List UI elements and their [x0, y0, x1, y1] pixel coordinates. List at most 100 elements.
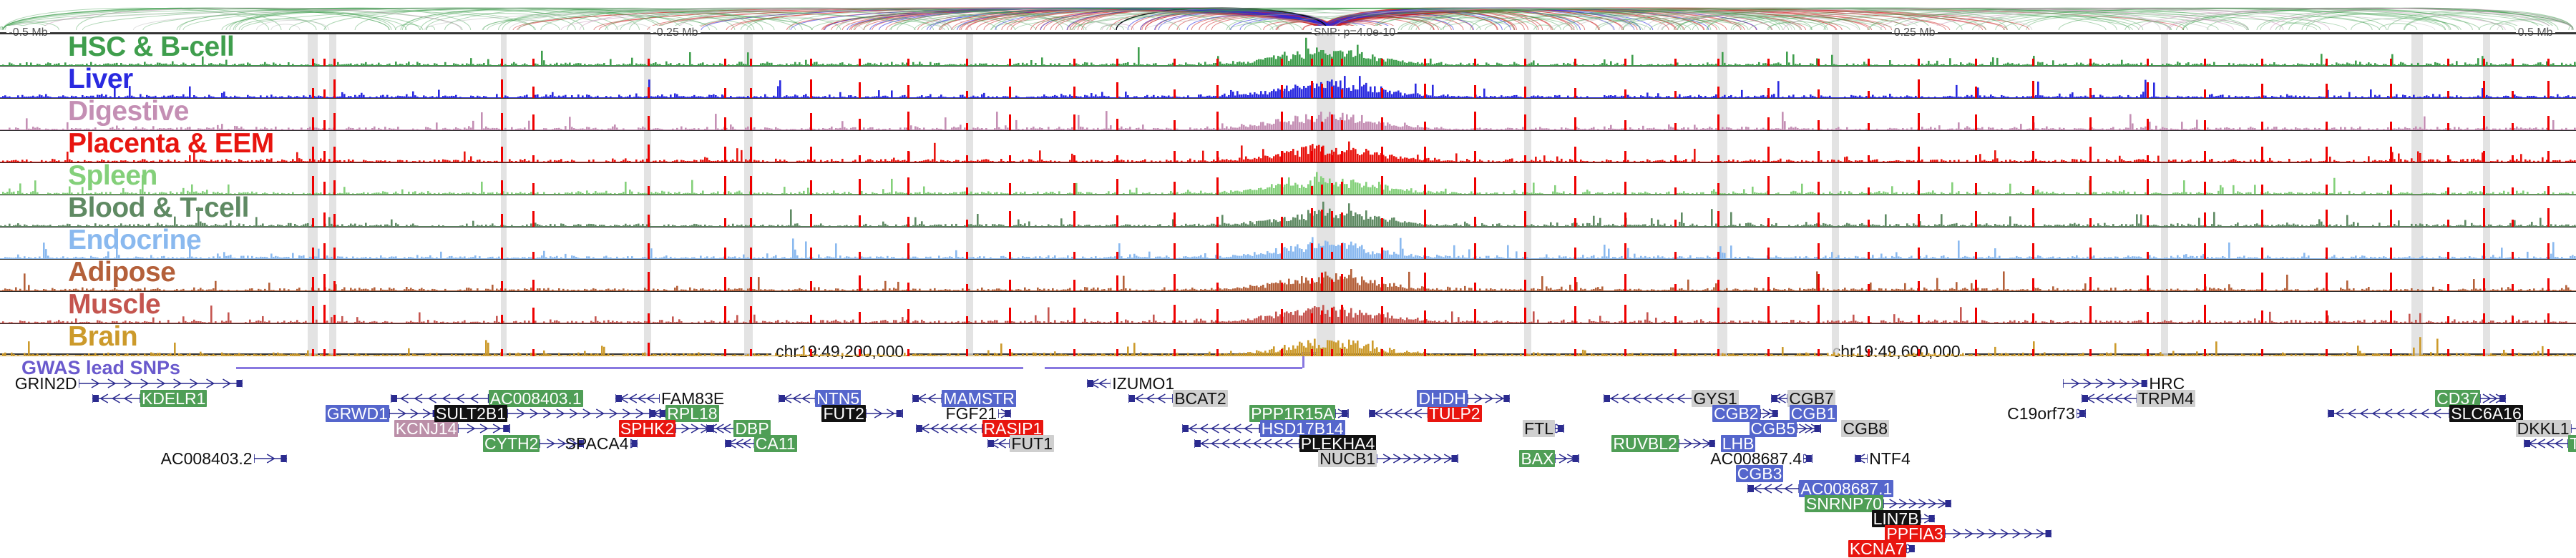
snp-tick[interactable] — [2204, 151, 2206, 162]
gene-label[interactable]: NUCB1 — [1318, 450, 1377, 467]
snp-tick[interactable] — [1624, 212, 1626, 227]
snp-tick[interactable] — [648, 186, 650, 195]
snp-tick[interactable] — [1381, 176, 1383, 195]
snp-tick[interactable] — [532, 59, 535, 66]
snp-tick[interactable] — [1216, 283, 1219, 291]
snp-tick[interactable] — [648, 87, 650, 98]
snp-tick[interactable] — [1624, 274, 1626, 291]
snp-tick[interactable] — [1174, 212, 1176, 227]
snp-tick[interactable] — [312, 147, 314, 162]
snp-tick[interactable] — [1767, 147, 1770, 162]
gene-label[interactable]: CGB5 — [1750, 420, 1797, 437]
gene-label[interactable]: DHDH — [1417, 390, 1467, 407]
snp-tick[interactable] — [1331, 280, 1333, 291]
snp-tick[interactable] — [1116, 155, 1118, 162]
snp-tick[interactable] — [1524, 114, 1526, 130]
snp-tick[interactable] — [2547, 313, 2550, 323]
gene-model[interactable]: FTL — [1523, 420, 1564, 437]
snp-tick[interactable] — [1116, 119, 1118, 130]
snp-tick[interactable] — [2147, 155, 2149, 162]
snp-tick[interactable] — [1341, 59, 1343, 66]
snp-tick[interactable] — [2447, 252, 2449, 259]
snp-tick[interactable] — [323, 151, 326, 162]
snp-tick[interactable] — [2390, 210, 2392, 227]
snp-tick[interactable] — [1574, 117, 1576, 130]
snp-tick[interactable] — [2204, 59, 2206, 66]
snp-tick[interactable] — [2261, 122, 2263, 130]
snp-tick[interactable] — [750, 306, 752, 323]
snp-tick[interactable] — [2326, 84, 2328, 98]
snp-tick[interactable] — [1311, 243, 1313, 259]
snp-tick[interactable] — [859, 252, 861, 259]
snp-tick[interactable] — [1474, 177, 1476, 195]
snp-tick[interactable] — [1524, 280, 1526, 291]
snp-tick[interactable] — [648, 243, 650, 259]
snp-tick[interactable] — [1574, 248, 1576, 259]
snp-tick[interactable] — [1524, 349, 1526, 356]
snp-tick[interactable] — [2483, 208, 2485, 227]
snp-tick[interactable] — [1524, 87, 1526, 98]
snp-tick[interactable] — [859, 215, 861, 227]
snp-tick[interactable] — [2390, 248, 2392, 259]
snp-tick[interactable] — [810, 180, 812, 195]
snp-tick[interactable] — [323, 305, 326, 323]
snp-tick[interactable] — [2147, 119, 2149, 130]
snp-tick[interactable] — [2447, 187, 2449, 195]
gene-label[interactable]: SLC6A16 — [2449, 405, 2522, 422]
snp-tick[interactable] — [2147, 179, 2149, 195]
snp-tick[interactable] — [1918, 315, 1920, 323]
gene-label[interactable]: CYTH2 — [483, 435, 540, 452]
snp-tick[interactable] — [1174, 243, 1176, 259]
snp-tick[interactable] — [1424, 147, 1426, 162]
snp-tick[interactable] — [1116, 215, 1118, 227]
gene-model[interactable]: BAX — [1519, 450, 1579, 467]
snp-tick[interactable] — [1216, 243, 1219, 259]
snp-tick[interactable] — [2512, 123, 2514, 130]
signal-track[interactable]: Liver — [0, 67, 2576, 99]
snp-tick[interactable] — [1073, 280, 1075, 291]
snp-tick[interactable] — [1424, 248, 1426, 259]
snp-tick[interactable] — [2147, 82, 2149, 98]
snp-tick[interactable] — [2204, 274, 2206, 291]
snp-tick[interactable] — [312, 349, 314, 356]
snp-tick[interactable] — [1717, 59, 1719, 66]
snp-tick[interactable] — [1717, 252, 1719, 259]
snp-tick[interactable] — [1321, 349, 1323, 356]
snp-tick[interactable] — [1311, 59, 1313, 66]
snp-tick[interactable] — [1116, 252, 1118, 259]
snp-tick[interactable] — [1424, 122, 1426, 130]
snp-tick[interactable] — [1868, 220, 1870, 227]
snp-tick[interactable] — [1009, 308, 1011, 323]
snp-tick[interactable] — [1341, 89, 1343, 98]
gene-label[interactable]: SPACA4 — [564, 435, 630, 452]
snp-tick[interactable] — [1321, 210, 1323, 227]
snp-tick[interactable] — [2447, 220, 2449, 227]
snp-tick[interactable] — [1009, 183, 1011, 195]
snp-tick[interactable] — [1281, 217, 1283, 227]
snp-tick[interactable] — [2390, 349, 2392, 356]
snp-tick[interactable] — [1381, 59, 1383, 66]
snp-tick[interactable] — [1073, 211, 1075, 227]
snp-tick[interactable] — [2447, 284, 2449, 291]
gene-model[interactable]: NTF4 — [1855, 450, 1912, 467]
snp-tick[interactable] — [724, 306, 726, 323]
snp-tick[interactable] — [1818, 349, 1820, 356]
snp-tick[interactable] — [1717, 155, 1719, 162]
snp-tick[interactable] — [1174, 182, 1176, 195]
snp-tick[interactable] — [1474, 243, 1476, 259]
snp-tick[interactable] — [501, 349, 503, 356]
snp-tick[interactable] — [1624, 120, 1626, 130]
snp-tick[interactable] — [2512, 155, 2514, 162]
snp-tick[interactable] — [966, 155, 968, 162]
snp-tick[interactable] — [750, 248, 752, 259]
snp-tick[interactable] — [2326, 273, 2328, 291]
gene-model[interactable]: C19orf73 — [2006, 405, 2086, 422]
snp-tick[interactable] — [1767, 248, 1770, 259]
snp-tick[interactable] — [2512, 59, 2514, 66]
snp-tick[interactable] — [1818, 182, 1820, 195]
snp-tick[interactable] — [1918, 349, 1920, 356]
snp-tick[interactable] — [1918, 180, 1920, 195]
snp-tick[interactable] — [907, 283, 909, 291]
snp-tick[interactable] — [1311, 313, 1313, 323]
snp-tick[interactable] — [1918, 147, 1920, 162]
